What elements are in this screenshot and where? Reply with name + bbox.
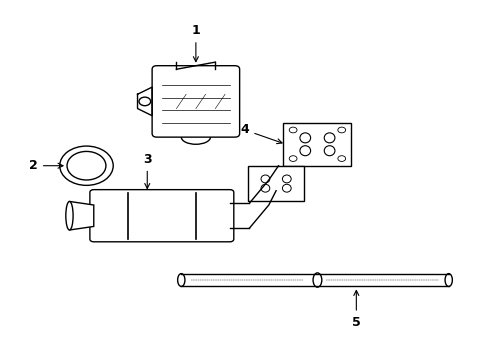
FancyBboxPatch shape <box>283 123 351 166</box>
Text: 4: 4 <box>240 123 282 144</box>
Ellipse shape <box>299 146 310 156</box>
Ellipse shape <box>282 184 290 192</box>
Text: 5: 5 <box>351 291 360 329</box>
Circle shape <box>288 127 296 133</box>
Text: 3: 3 <box>142 153 151 189</box>
Circle shape <box>139 97 150 106</box>
FancyBboxPatch shape <box>247 166 304 201</box>
Ellipse shape <box>261 175 269 183</box>
Ellipse shape <box>299 133 310 143</box>
Circle shape <box>288 156 296 161</box>
Circle shape <box>67 152 106 180</box>
Circle shape <box>60 146 113 185</box>
Ellipse shape <box>177 274 184 287</box>
Ellipse shape <box>261 184 269 192</box>
Circle shape <box>337 156 345 161</box>
Ellipse shape <box>66 202 73 230</box>
Ellipse shape <box>312 273 321 287</box>
FancyBboxPatch shape <box>152 66 239 137</box>
Text: 1: 1 <box>191 24 200 62</box>
Text: 2: 2 <box>29 159 63 172</box>
FancyBboxPatch shape <box>90 190 233 242</box>
Ellipse shape <box>282 175 290 183</box>
Circle shape <box>337 127 345 133</box>
Polygon shape <box>69 202 94 230</box>
Ellipse shape <box>324 133 334 143</box>
Ellipse shape <box>444 274 451 287</box>
Ellipse shape <box>324 146 334 156</box>
